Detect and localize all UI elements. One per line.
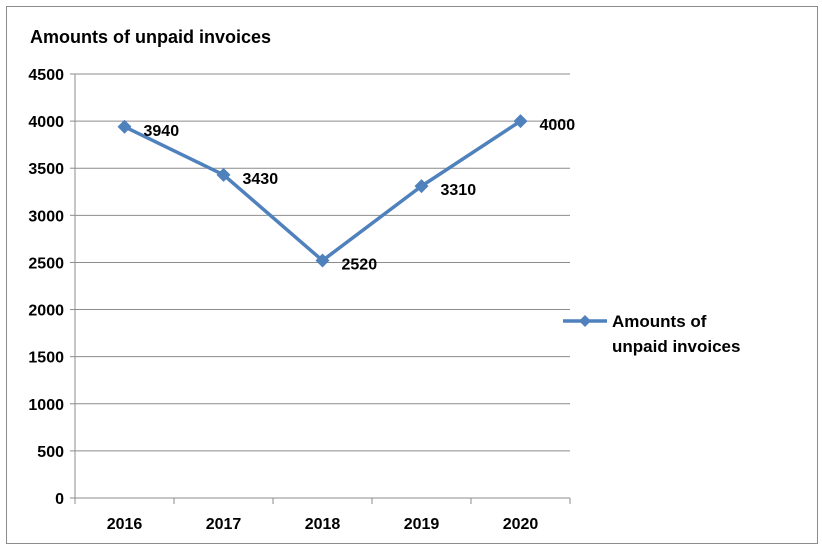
x-tick-label: 2018: [305, 516, 341, 533]
series-amounts-of-unpaid-invoices: [117, 114, 528, 268]
data-point-marker: [117, 119, 132, 134]
y-tick-label: 1500: [28, 350, 64, 367]
y-tick-label: 2500: [28, 255, 64, 272]
y-tick-label: 0: [55, 491, 64, 508]
axes: [70, 73, 571, 504]
x-axis-tick-labels: 2016 2017 2018 2019 2020: [107, 516, 539, 533]
y-tick-label: 500: [37, 444, 64, 461]
legend: Amounts of unpaid invoices: [563, 312, 740, 356]
x-tick-label: 2016: [107, 516, 143, 533]
y-tick-label: 1000: [28, 397, 64, 414]
x-tick-label: 2020: [503, 516, 539, 533]
chart-title: Amounts of unpaid invoices: [30, 27, 271, 47]
data-point-marker: [513, 114, 528, 129]
y-tick-label: 3000: [28, 208, 64, 225]
data-label: 2520: [342, 257, 378, 274]
legend-label: unpaid invoices: [612, 337, 740, 356]
data-label: 3940: [144, 123, 180, 140]
data-label: 3430: [243, 171, 279, 188]
y-tick-label: 4500: [28, 67, 64, 84]
data-label: 4000: [540, 117, 576, 134]
data-point-marker: [414, 179, 429, 194]
legend-label: Amounts of: [612, 312, 707, 331]
x-tick-label: 2019: [404, 516, 440, 533]
data-labels: 3940 3430 2520 3310 4000: [144, 117, 576, 273]
y-tick-label: 4000: [28, 114, 64, 131]
y-tick-label: 2000: [28, 303, 64, 320]
chart-frame: [6, 6, 818, 544]
data-label: 3310: [441, 182, 477, 199]
gridlines: [75, 73, 570, 452]
y-axis-tick-labels: 0 500 1000 1500 2000 2500 3000 3500 4000 4500: [28, 67, 64, 508]
data-point-marker: [315, 253, 330, 268]
y-tick-label: 3500: [28, 161, 64, 178]
legend-marker-swatch: [579, 315, 591, 327]
x-tick-label: 2017: [206, 516, 242, 533]
data-point-marker: [216, 167, 231, 182]
